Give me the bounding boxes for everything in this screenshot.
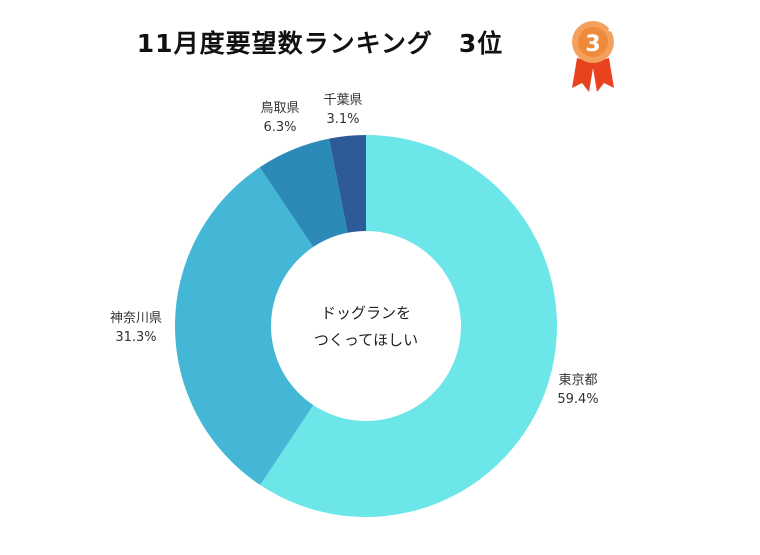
slice-label: 神奈川県 — [110, 311, 162, 326]
slice-value-label: 3.1% — [326, 112, 359, 127]
slice-label: 東京都 — [558, 372, 597, 388]
slice-value-label: 31.3% — [115, 330, 156, 345]
slice-1 — [260, 135, 558, 517]
slice-label: 千葉県 — [323, 93, 362, 108]
slice-value-label: 6.3% — [263, 120, 296, 135]
slice-4 — [329, 135, 366, 233]
medal-icon: 3 — [572, 21, 614, 92]
medal-rank-number: 3 — [585, 32, 600, 57]
slice-labels: 東京都 59.4% 神奈川県 31.3% 鳥取県 6.3% 千葉県 3.1% — [110, 93, 599, 407]
slice-3 — [259, 138, 348, 248]
chart-title: 11月度要望数ランキング 3位 — [136, 29, 504, 58]
slice-value-label: 59.4% — [557, 392, 598, 407]
slice-label: 鳥取県 — [260, 101, 299, 116]
donut-slices — [174, 135, 558, 517]
slice-2 — [174, 167, 314, 486]
center-label-line: ドッグランを — [321, 304, 411, 322]
center-label-line: つくってほしい — [314, 331, 418, 349]
